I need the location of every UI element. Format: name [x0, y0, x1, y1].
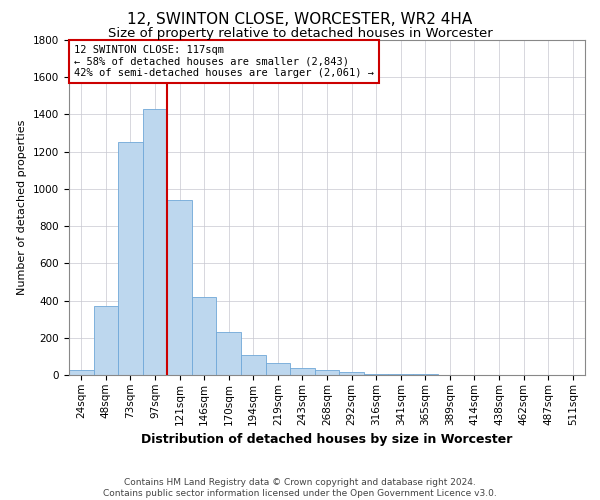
Bar [266, 363, 290, 375]
Bar [413, 374, 437, 375]
Bar [290, 368, 315, 375]
Text: Contains HM Land Registry data © Crown copyright and database right 2024.
Contai: Contains HM Land Registry data © Crown c… [103, 478, 497, 498]
Bar [94, 306, 118, 375]
Bar [241, 354, 266, 375]
Text: 12 SWINTON CLOSE: 117sqm
← 58% of detached houses are smaller (2,843)
42% of sem: 12 SWINTON CLOSE: 117sqm ← 58% of detach… [74, 45, 374, 78]
Bar [315, 370, 339, 375]
Bar [364, 374, 388, 375]
Y-axis label: Number of detached properties: Number of detached properties [17, 120, 28, 295]
Bar [143, 109, 167, 375]
X-axis label: Distribution of detached houses by size in Worcester: Distribution of detached houses by size … [142, 433, 512, 446]
Bar [339, 372, 364, 375]
Text: 12, SWINTON CLOSE, WORCESTER, WR2 4HA: 12, SWINTON CLOSE, WORCESTER, WR2 4HA [127, 12, 473, 28]
Text: Size of property relative to detached houses in Worcester: Size of property relative to detached ho… [107, 28, 493, 40]
Bar [69, 370, 94, 375]
Bar [217, 332, 241, 375]
Bar [118, 142, 143, 375]
Bar [192, 297, 217, 375]
Bar [388, 374, 413, 375]
Bar [167, 200, 192, 375]
